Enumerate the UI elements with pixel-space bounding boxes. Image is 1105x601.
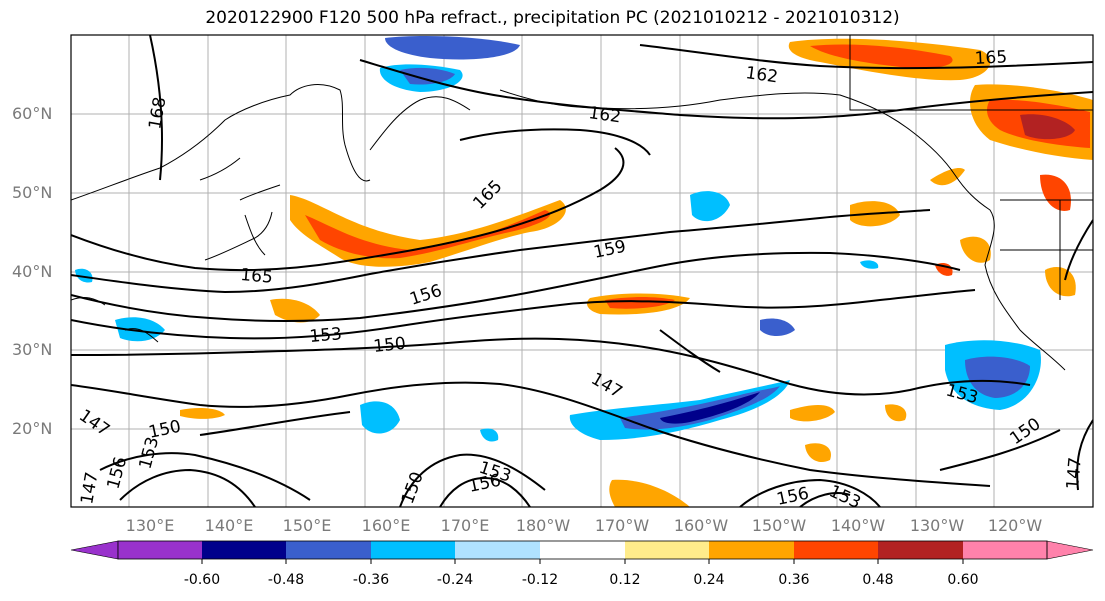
lon-label: 130°W: [909, 516, 965, 535]
lon-label: 160°W: [673, 516, 729, 535]
colorbar-segment: [709, 541, 794, 559]
colorbar-segment: [202, 541, 286, 559]
lat-label: 20°N: [12, 419, 53, 438]
lat-label: 40°N: [12, 262, 53, 281]
lon-label: 150°E: [282, 516, 332, 535]
colorbar-tick-label: -0.36: [352, 572, 390, 588]
colorbar-segment: [963, 541, 1047, 559]
coastlines: [71, 35, 1093, 371]
colorbar-tick-label: -0.48: [267, 572, 305, 588]
colorbar-segment: [540, 541, 625, 559]
lon-label: 150°W: [751, 516, 807, 535]
colorbar-tick-label: 0.24: [693, 572, 725, 588]
colorbar-segment: [878, 541, 963, 559]
lon-label: 170°W: [594, 516, 650, 535]
map-plot-area: [71, 35, 1093, 507]
colorbar-tick-label: 0.60: [947, 572, 979, 588]
lat-label: 60°N: [12, 104, 53, 123]
precip-cool-patches: [75, 36, 1041, 442]
lon-label: 170°E: [440, 516, 490, 535]
lon-label: 120°W: [987, 516, 1043, 535]
lat-label: 50°N: [12, 183, 53, 202]
lon-label: 140°E: [204, 516, 254, 535]
height-contours: [71, 35, 1093, 507]
colorbar-segment: [118, 541, 202, 559]
lat-label: 30°N: [12, 340, 53, 359]
colorbar-extend-high: [1046, 540, 1094, 560]
lon-label: 160°E: [361, 516, 411, 535]
colorbar-segment: [286, 541, 371, 559]
colorbar: [70, 540, 1094, 564]
map-frame: [70, 34, 1094, 508]
lon-label: 130°E: [125, 516, 175, 535]
map-title: 2020122900 F120 500 hPa refract., precip…: [205, 8, 900, 28]
colorbar-segment: [371, 541, 455, 559]
colorbar-segment: [625, 541, 709, 559]
colorbar-segment: [455, 541, 540, 559]
colorbar-tick-label: -0.60: [183, 572, 221, 588]
colorbar-extend-low: [70, 540, 119, 560]
lon-label: 140°W: [830, 516, 886, 535]
colorbar-tick-label: 0.36: [778, 572, 810, 588]
lon-label: 180°W: [515, 516, 571, 535]
colorbar-tick-label: -0.12: [521, 572, 559, 588]
colorbar-tick-label: -0.24: [436, 572, 474, 588]
colorbar-tick-label: 0.48: [862, 572, 894, 588]
colorbar-segment: [794, 541, 878, 559]
colorbar-tick-label: 0.12: [609, 572, 641, 588]
